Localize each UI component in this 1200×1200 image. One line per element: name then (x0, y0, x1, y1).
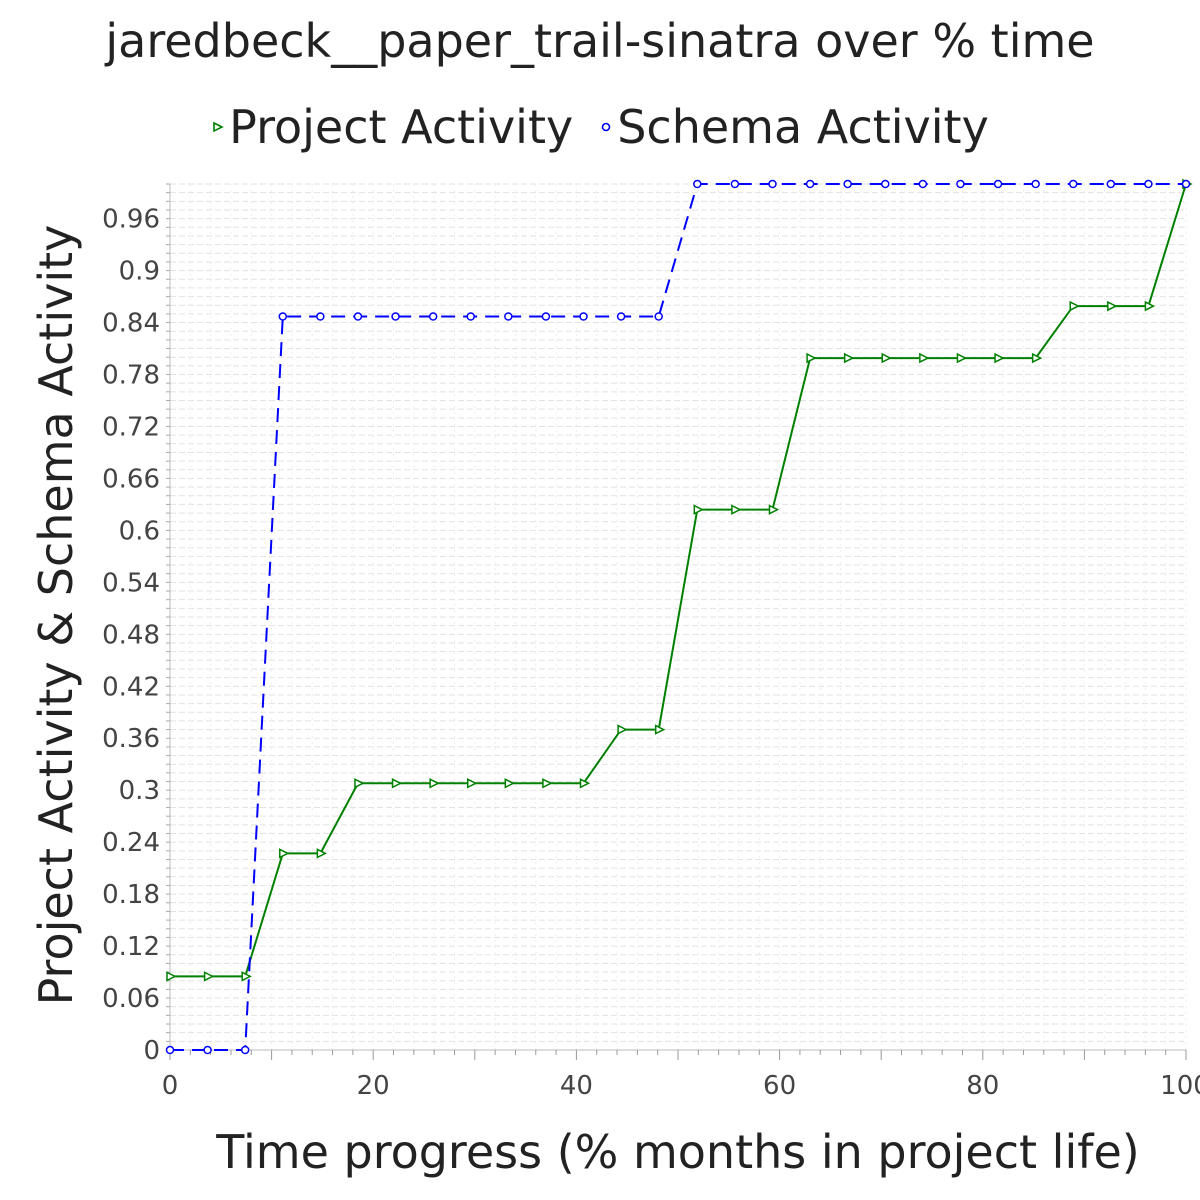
y-tick-label: 0.18 (102, 880, 160, 910)
data-point (1068, 179, 1078, 189)
y-tick-label: 0.36 (102, 724, 160, 754)
data-point (1181, 179, 1191, 189)
legend-item-project-activity: Project Activity (211, 100, 573, 154)
y-tick-label: 0.72 (102, 412, 160, 442)
data-point (843, 179, 852, 189)
x-tick-label: 20 (357, 1071, 390, 1101)
data-point (730, 179, 740, 189)
data-point (1107, 300, 1118, 312)
y-tick-label: 0.54 (102, 568, 160, 598)
data-point (354, 778, 365, 789)
data-point (693, 179, 702, 189)
data-point (504, 312, 513, 321)
x-tick-label: 40 (560, 1071, 593, 1101)
data-point (579, 778, 591, 789)
series-lines (165, 178, 1193, 1055)
axes: 0 20 40 60 80 100 0 0.06 0.12 0.18 0.24 0.3 0.36 0.42… (102, 183, 1200, 1101)
data-point (806, 352, 817, 364)
series-line-1 (170, 183, 1186, 1051)
legend-circle-marker (601, 122, 611, 132)
data-point (579, 312, 588, 321)
data-point (428, 312, 438, 321)
data-point (881, 352, 892, 364)
data-point (654, 312, 663, 321)
data-point (768, 504, 780, 515)
legend-item-schema-activity: Schema Activity (599, 100, 989, 154)
data-point (843, 352, 855, 364)
x-tick-label: 100 (1160, 1071, 1200, 1101)
data-point (994, 352, 1005, 364)
data-point (1031, 179, 1040, 189)
data-point (956, 352, 968, 364)
legend-label-project-activity: Project Activity (229, 100, 574, 154)
data-point (918, 179, 928, 189)
data-point (278, 312, 288, 321)
data-point (316, 848, 328, 859)
data-point (541, 312, 551, 321)
data-point (240, 1045, 250, 1055)
y-tick-label: 0.48 (102, 620, 160, 650)
data-point (919, 352, 930, 364)
data-point (165, 1045, 175, 1055)
legend-label-schema-activity: Schema Activity (617, 100, 989, 154)
y-tick-label: 0.78 (102, 361, 160, 391)
data-point (768, 179, 777, 189)
data-point (654, 724, 666, 735)
data-point (542, 778, 553, 789)
data-point (1106, 179, 1116, 189)
data-point (1144, 300, 1156, 312)
y-tick-label: 0.9 (119, 257, 160, 287)
data-point (203, 971, 215, 982)
y-tick-label: 0.84 (102, 309, 160, 339)
data-point (504, 778, 516, 789)
data-point (1069, 300, 1080, 312)
data-point (241, 971, 252, 982)
data-point (956, 179, 965, 189)
data-point (805, 179, 815, 189)
data-point (429, 778, 440, 789)
y-tick-label: 0.96 (102, 205, 160, 235)
chart-legend: Project Activity Schema Activity (0, 100, 1200, 154)
data-point (353, 312, 363, 321)
data-point (731, 504, 742, 515)
data-point (993, 179, 1003, 189)
y-tick-label: 0.06 (102, 984, 160, 1014)
legend-triangle-marker (213, 121, 224, 133)
y-tick-label: 0.42 (102, 672, 160, 702)
data-point (881, 179, 890, 189)
x-tick-label: 60 (763, 1071, 796, 1101)
data-point (166, 971, 177, 982)
data-point (316, 312, 325, 321)
data-point (616, 312, 626, 321)
data-point (391, 312, 400, 321)
series-line-0 (170, 183, 1187, 978)
y-tick-label: 0.24 (102, 828, 160, 858)
data-point (693, 504, 704, 515)
chart-title: jaredbeck__paper_trail-sinatra over % ti… (105, 14, 1095, 68)
y-tick-label: 0.3 (119, 776, 160, 806)
y-tick-label: 0.66 (102, 464, 160, 494)
x-axis-label: Time progress (% months in project life) (215, 1125, 1139, 1179)
data-point (279, 848, 290, 859)
y-tick-label: 0.6 (119, 516, 160, 546)
x-tick-label: 80 (966, 1071, 999, 1101)
y-axis-label: Project Activity & Schema Activity (29, 225, 83, 1006)
data-point (466, 778, 478, 789)
data-point (203, 1045, 212, 1055)
y-tick-label: 0 (143, 1036, 160, 1066)
data-point (391, 778, 403, 789)
data-point (466, 312, 475, 321)
data-point (617, 724, 628, 735)
x-tick-label: 0 (162, 1071, 179, 1101)
y-tick-label: 0.12 (102, 932, 160, 962)
data-point (1144, 179, 1153, 189)
data-point (1031, 352, 1043, 364)
